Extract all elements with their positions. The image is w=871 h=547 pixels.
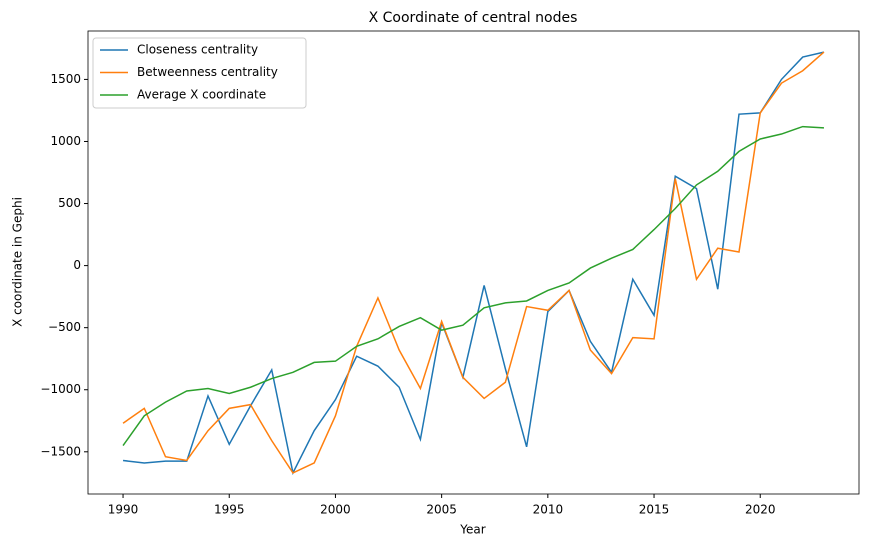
y-axis-label: X coordinate in Gephi	[11, 197, 25, 327]
legend-label: Average X coordinate	[137, 88, 266, 102]
x-tick-label: 1990	[108, 503, 139, 517]
y-tick-label: −500	[48, 320, 81, 334]
legend-label: Closeness centrality	[137, 43, 258, 57]
x-tick-label: 2010	[533, 503, 564, 517]
x-tick-label: 1995	[214, 503, 245, 517]
legend-label: Betweenness centrality	[137, 65, 278, 79]
x-tick-label: 2020	[745, 503, 776, 517]
y-tick-label: −1500	[40, 444, 81, 458]
y-tick-label: 1000	[50, 134, 81, 148]
series-line	[122, 125, 824, 447]
y-tick-label: 0	[73, 258, 81, 272]
x-tick-label: 2005	[426, 503, 457, 517]
chart-title: X Coordinate of central nodes	[369, 10, 578, 26]
plot-frame	[87, 30, 860, 495]
series-line	[122, 51, 825, 474]
legend-box	[92, 37, 307, 109]
x-tick-label: 2000	[320, 503, 351, 517]
series-line	[122, 51, 825, 476]
y-tick-label: 1500	[50, 72, 81, 86]
y-tick-label: −1000	[40, 382, 81, 396]
x-axis-label: Year	[459, 523, 485, 537]
x-tick-label: 2015	[639, 503, 670, 517]
y-tick-label: 500	[58, 196, 81, 210]
